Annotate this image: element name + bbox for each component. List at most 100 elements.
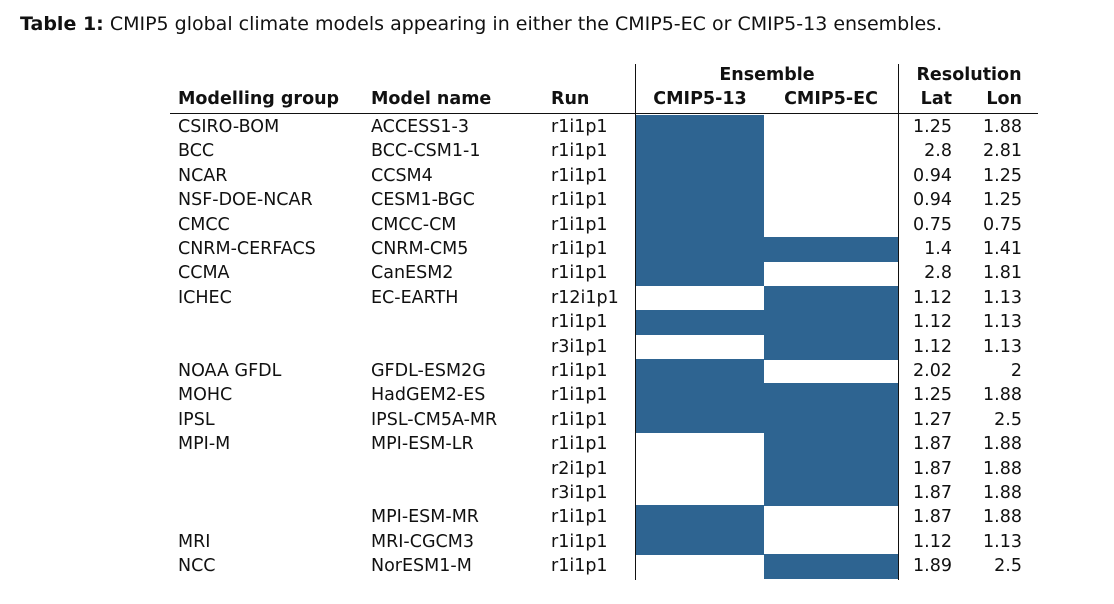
model-name-cell: CanESM2 — [371, 263, 454, 284]
cmip5-13-cell — [636, 163, 764, 189]
cmip5-ec-cell — [764, 383, 898, 409]
lat-cell: 1.87 — [913, 507, 952, 528]
modelling-group-cell: MOHC — [178, 385, 233, 406]
lat-cell: 2.02 — [913, 361, 952, 381]
cmip5-13-cell — [636, 212, 764, 238]
cmip5-13-cell — [636, 261, 764, 287]
model-name-cell: ACCESS1-3 — [371, 117, 469, 137]
lon-cell: 0.75 — [983, 214, 1022, 235]
run-cell: r1i1p1 — [551, 165, 608, 186]
lat-cell: 2.8 — [924, 141, 952, 162]
cmip5-ec-cell — [764, 359, 898, 384]
modelling-group-cell: NCAR — [178, 165, 228, 186]
lon-cell: 1.13 — [983, 312, 1022, 333]
run-cell: r1i1p1 — [551, 385, 608, 406]
cmip5-ec-cell — [764, 115, 898, 140]
cmip5-13-cell — [636, 139, 764, 165]
cmip5-13-cell — [636, 407, 764, 433]
lat-cell: 1.25 — [913, 117, 952, 137]
run-cell: r1i1p1 — [551, 556, 608, 577]
run-cell: r1i1p1 — [551, 312, 608, 333]
model-name-cell: CESM1-BGC — [371, 190, 475, 211]
header-cmip5-ec: CMIP5-EC — [784, 89, 878, 109]
run-cell: r1i1p1 — [551, 531, 608, 552]
lat-cell: 1.87 — [913, 458, 952, 479]
lat-cell: 1.27 — [913, 409, 952, 430]
cmip5-ec-cell — [764, 310, 898, 336]
lat-cell: 0.94 — [913, 190, 952, 211]
lon-cell: 1.81 — [983, 263, 1022, 284]
run-cell: r3i1p1 — [551, 336, 608, 357]
lat-cell: 1.87 — [913, 483, 952, 503]
lat-cell: 1.89 — [913, 556, 952, 577]
model-name-cell: CMCC-CM — [371, 214, 457, 235]
cmip5-13-cell — [636, 335, 764, 360]
modelling-group-cell: MRI — [178, 531, 211, 552]
run-cell: r2i1p1 — [551, 458, 608, 479]
model-name-cell: EC-EARTH — [371, 287, 459, 308]
model-name-cell: CCSM4 — [371, 165, 433, 186]
run-cell: r1i1p1 — [551, 190, 608, 211]
model-name-cell: MRI-CGCM3 — [371, 531, 474, 552]
cmip5-ec-cell — [764, 164, 898, 189]
cmip5-13-cell — [636, 554, 764, 579]
header-model-name: Model name — [371, 89, 492, 109]
lon-cell: 1.13 — [983, 287, 1022, 308]
cmip5-13-cell — [636, 481, 764, 506]
cmip5-ec-cell — [764, 188, 898, 213]
lon-cell: 2.5 — [994, 409, 1022, 430]
run-cell: r1i1p1 — [551, 117, 608, 137]
lon-cell: 1.25 — [983, 165, 1022, 186]
modelling-group-cell: NSF-DOE-NCAR — [178, 190, 313, 211]
modelling-group-cell: NOAA GFDL — [178, 361, 282, 381]
model-name-cell: BCC-CSM1-1 — [371, 141, 481, 162]
lon-cell: 1.88 — [983, 117, 1022, 137]
resolution-left-rule — [898, 64, 899, 580]
cmip5-ec-cell — [764, 456, 898, 482]
run-cell: r12i1p1 — [551, 287, 619, 308]
cmip5-13-cell — [636, 432, 764, 457]
lon-cell: 1.88 — [983, 507, 1022, 528]
cmip5-ec-cell — [764, 213, 898, 238]
cmip5-ec-cell — [764, 407, 898, 433]
header-lat: Lat — [920, 89, 952, 109]
header-cmip5-13: CMIP5-13 — [653, 89, 747, 109]
cmip5-13-cell — [636, 359, 764, 384]
cmip5-13-cell — [636, 115, 764, 140]
header-lon: Lon — [986, 89, 1022, 109]
modelling-group-cell: CCMA — [178, 263, 230, 284]
lon-cell: 1.88 — [983, 434, 1022, 455]
cmip5-ec-cell — [764, 261, 898, 286]
run-cell: r1i1p1 — [551, 409, 608, 430]
modelling-group-cell: CNRM-CERFACS — [178, 239, 316, 259]
model-name-cell: GFDL-ESM2G — [371, 361, 486, 381]
cmip5-13-cell — [636, 529, 764, 555]
lon-cell: 1.25 — [983, 190, 1022, 211]
caption-label: Table 1: — [20, 13, 104, 35]
cmip5-13-cell — [636, 383, 764, 409]
header-run: Run — [551, 89, 590, 109]
modelling-group-cell: IPSL — [178, 409, 215, 430]
lon-cell: 1.13 — [983, 336, 1022, 357]
cmip5-ec-cell — [764, 481, 898, 506]
model-name-cell: NorESM1-M — [371, 556, 472, 577]
header-rule — [170, 113, 1038, 114]
lat-cell: 2.8 — [924, 263, 952, 284]
lat-cell: 1.25 — [913, 385, 952, 406]
lon-cell: 2.5 — [994, 556, 1022, 577]
run-cell: r3i1p1 — [551, 483, 608, 503]
cmip5-ec-cell — [764, 334, 898, 360]
cmip5-ec-cell — [764, 505, 898, 530]
cmip5-13-cell — [636, 188, 764, 214]
modelling-group-cell: BCC — [178, 141, 215, 162]
header-ensemble: Ensemble — [719, 65, 815, 85]
cmip5-13-cell — [636, 457, 764, 482]
ensemble-left-rule — [635, 64, 636, 580]
run-cell: r1i1p1 — [551, 263, 608, 284]
lon-cell: 1.88 — [983, 385, 1022, 406]
lon-cell: 1.88 — [983, 458, 1022, 479]
lat-cell: 1.87 — [913, 434, 952, 455]
cmip5-ec-cell — [764, 530, 898, 555]
lat-cell: 1.12 — [913, 336, 952, 357]
